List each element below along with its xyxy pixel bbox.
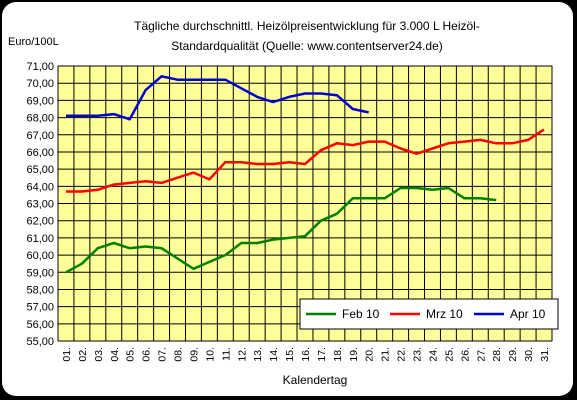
y-tick-labels: 55,00 56,00 57,00 58,00 59,00 60,00 61,00 62,00…	[26, 61, 54, 348]
legend-label: Mrz 10	[426, 307, 463, 321]
y-tick-label: 63,00	[26, 199, 54, 211]
y-tick-label: 69,00	[26, 95, 54, 107]
series-line-3	[66, 75, 369, 121]
y-tick-label: 66,00	[26, 147, 54, 159]
series-lines	[65, 75, 545, 274]
x-tick-label: 25.	[443, 347, 455, 362]
line-chart: Tägliche durchschnittl. Heizölpreisentwi…	[8, 19, 559, 387]
x-tick-label: 09.	[188, 347, 200, 362]
y-tick-label: 65,00	[26, 164, 54, 176]
x-tick-label: 19.	[348, 347, 360, 362]
x-tick-label: 07.	[157, 347, 169, 362]
x-tick-label: 12.	[236, 347, 248, 362]
y-tick-label: 62,00	[26, 216, 54, 228]
x-tick-label: 08.	[173, 347, 185, 362]
x-tick-label: 10.	[204, 347, 216, 362]
x-tick-label: 28.	[491, 347, 503, 362]
series-line-2	[66, 128, 545, 193]
x-tick-label: 23.	[412, 347, 424, 362]
x-tick-label: 03.	[93, 347, 105, 362]
y-tick-label: 58,00	[26, 284, 54, 296]
legend-label: Feb 10	[342, 307, 380, 321]
y-tick-label: 60,00	[26, 250, 54, 262]
x-tick-label: 16.	[300, 347, 312, 362]
x-tick-label: 01.	[61, 347, 73, 362]
x-tick-label: 24.	[427, 347, 439, 362]
x-tick-label: 14.	[268, 347, 280, 362]
x-tick-label: 05.	[125, 347, 137, 362]
y-tick-label: 61,00	[26, 233, 54, 245]
x-tick-label: 30.	[523, 347, 535, 362]
y-tick-label: 59,00	[26, 267, 54, 279]
y-tick-label: 67,00	[26, 130, 54, 142]
x-tick-label: 21.	[380, 347, 392, 362]
legend-label: Apr 10	[510, 307, 546, 321]
x-tick-label: 26.	[459, 347, 471, 362]
legend-box	[299, 298, 559, 330]
y-tick-label: 56,00	[26, 319, 54, 331]
x-tick-label: 20.	[364, 347, 376, 362]
y-axis-unit: Euro/100L	[8, 36, 59, 48]
y-tick-label: 71,00	[26, 61, 54, 73]
x-tick-label: 04.	[109, 347, 121, 362]
chart-title-line2: Standardqualität (Quelle: www.contentser…	[171, 39, 442, 53]
y-tick-label: 64,00	[26, 181, 54, 193]
legend: Feb 10 Mrz 10 Apr 10	[299, 298, 559, 330]
x-tick-label: 27.	[475, 347, 487, 362]
x-tick-label: 22.	[396, 347, 408, 362]
x-tick-label: 13.	[252, 347, 264, 362]
series-line-1	[65, 186, 497, 274]
y-tick-label: 70,00	[26, 78, 54, 90]
x-tick-label: 11.	[220, 347, 232, 361]
x-tick-label: 31.	[539, 347, 551, 362]
y-tick-label: 68,00	[26, 113, 54, 125]
x-tick-label: 18.	[332, 347, 344, 362]
x-axis-label: Kalendertag	[283, 373, 348, 387]
x-tick-label: 17.	[316, 347, 328, 362]
chart-title-line1: Tägliche durchschnittl. Heizölpreisentwi…	[134, 19, 480, 33]
chart-frame: Tägliche durchschnittl. Heizölpreisentwi…	[2, 2, 573, 396]
gridlines	[57, 65, 553, 342]
x-tick-label: 06.	[141, 347, 153, 362]
x-tick-label: 29.	[507, 347, 519, 362]
x-tick-labels: 01. 02. 03. 04. 05. 06. 07. 08. 09. 10. 11. 12. 13. 1…	[61, 347, 551, 362]
y-tick-label: 57,00	[26, 302, 54, 314]
x-tick-label: 02.	[77, 347, 89, 362]
x-tick-label: 15.	[284, 347, 296, 362]
y-tick-label: 55,00	[26, 336, 54, 348]
